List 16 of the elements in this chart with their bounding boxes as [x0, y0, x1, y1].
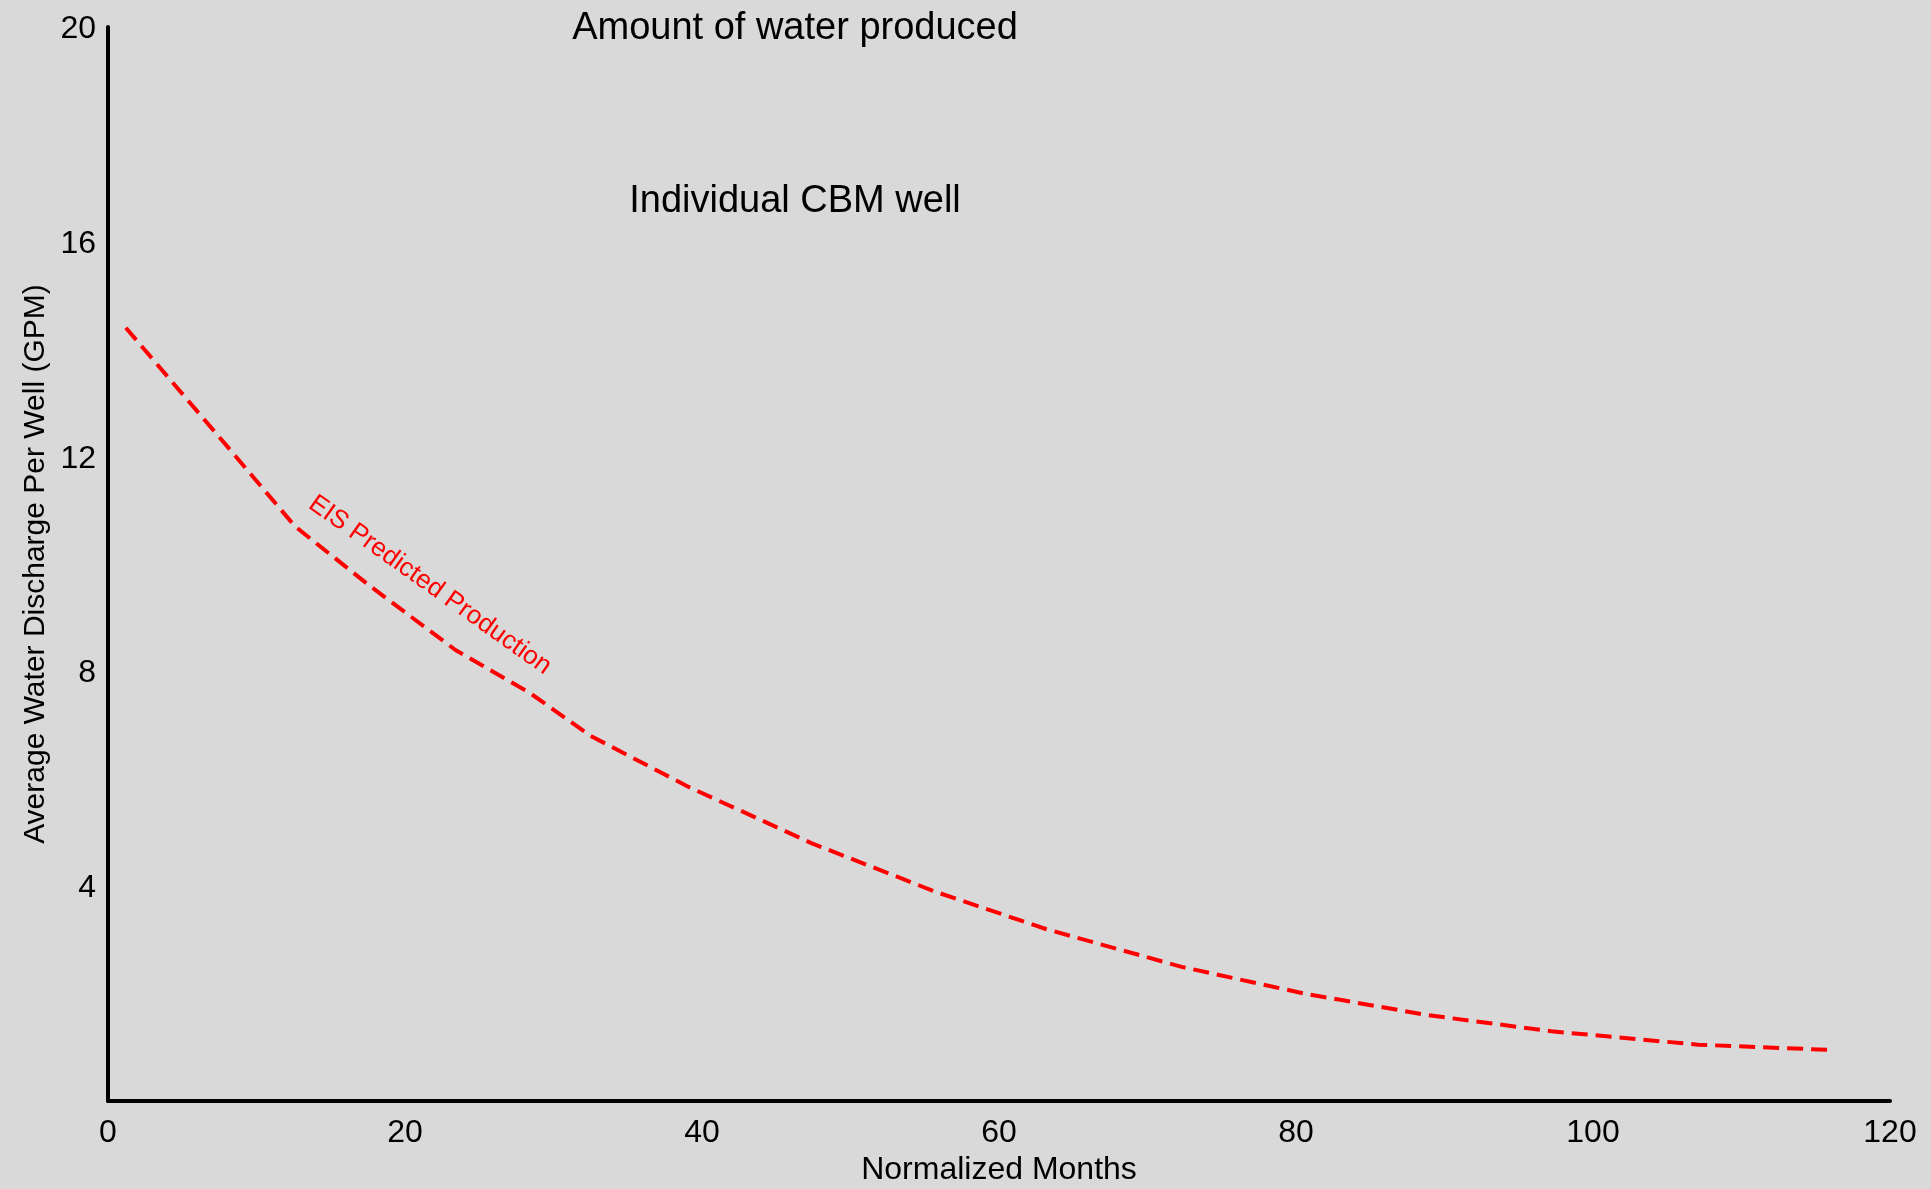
x-tick-label: 0 — [99, 1113, 117, 1150]
chart-title: Amount of water produced — [572, 5, 1018, 47]
x-tick-label: 100 — [1566, 1113, 1620, 1150]
x-tick-label: 60 — [981, 1113, 1017, 1150]
x-axis-title: Normalized Months — [861, 1150, 1137, 1186]
x-tick-label: 80 — [1278, 1113, 1314, 1150]
y-tick-label: 8 — [78, 653, 96, 690]
y-axis-title: Average Water Discharge Per Well (GPM) — [16, 284, 50, 844]
x-tick-label: 40 — [684, 1113, 720, 1150]
y-tick-label: 16 — [60, 223, 96, 260]
y-tick-label: 20 — [60, 9, 96, 45]
text: Individual CBM well — [629, 178, 961, 220]
x-tick-label: 120 — [1863, 1113, 1917, 1150]
y-tick-label: 12 — [60, 438, 96, 475]
y-tick-label: 4 — [78, 868, 96, 905]
x-tick-label: 20 — [387, 1113, 423, 1150]
